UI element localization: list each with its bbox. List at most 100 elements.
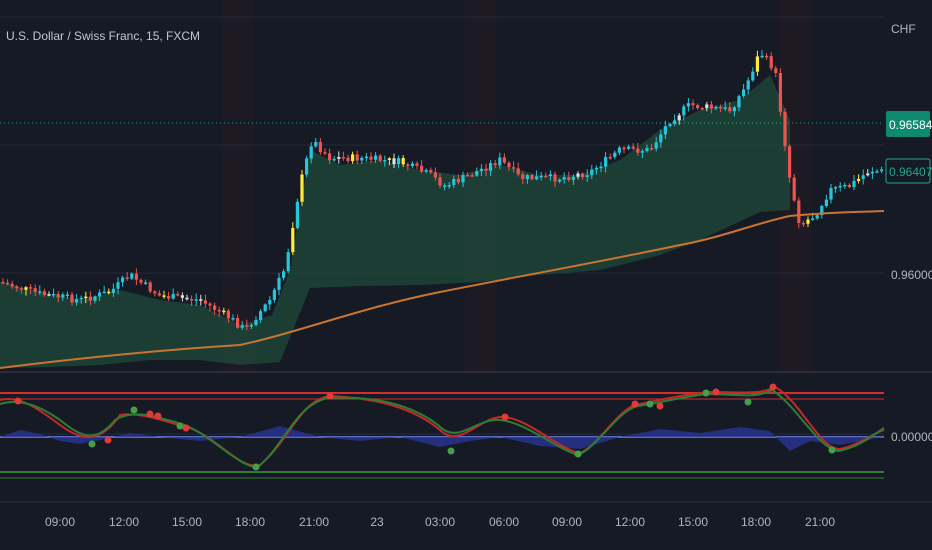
candle-body [337,157,341,159]
oscillator-dots [14,383,836,471]
candle-body [236,318,240,328]
time-tick-label: 12:00 [109,515,139,529]
candle-body [93,296,97,301]
candle-body [98,292,102,297]
candle-body [535,176,539,180]
candle-body [249,324,253,327]
candle-body [429,170,433,173]
candle-body [576,173,580,177]
candle-body [387,158,391,160]
candle-body [171,293,175,299]
candle-body [111,288,115,294]
candle-body [590,169,594,176]
candle-body [654,142,658,149]
candle-body [139,279,143,283]
candle-body [608,156,612,159]
currency-label: CHF [891,22,916,36]
candle-body [102,291,106,294]
candle-body [466,174,470,177]
candle-body [567,177,571,180]
candle-body [19,288,23,290]
candle-body [857,178,861,181]
candle-body [765,55,769,58]
candle-body [70,294,74,303]
candle-body [10,283,14,287]
candle-body [194,299,198,301]
candle-body [438,177,442,186]
candle-body [420,165,424,172]
candle-body [783,111,787,147]
time-tick-label: 18:00 [235,515,265,529]
candle-body [153,291,157,294]
svg-text:0.96584: 0.96584 [889,118,932,132]
candle-body [360,157,364,161]
candle-body [562,177,566,180]
candle-body [723,107,727,109]
svg-text:0.96407: 0.96407 [889,165,932,179]
candle-body [728,107,732,112]
candle-body [673,120,677,124]
candle-body [691,103,695,106]
candle-body [162,295,166,297]
candle-body [401,158,405,165]
candle-body [548,174,552,177]
candle-body [475,171,479,176]
last-price-badge: 0.96584 [886,111,932,137]
candle-body [1,282,5,284]
candle-body [751,71,755,81]
oscillator-histogram [0,426,884,451]
candle-body [746,80,750,90]
candle-body [79,297,83,300]
candle-body [461,174,465,183]
time-tick-label: 21:00 [299,515,329,529]
candle-body [38,291,42,293]
candle-body [263,304,267,312]
candle-body [709,104,713,109]
candle-body [277,277,281,290]
candle-body [650,147,654,150]
candle-body [613,152,617,157]
candle-body [447,185,451,187]
candle-body [553,174,557,182]
candle-body [774,68,778,73]
candle-body [199,299,203,301]
candle-body [328,153,332,161]
time-tick-label: 21:00 [805,515,835,529]
candle-body [88,296,92,301]
time-tick-label: 03:00 [425,515,455,529]
candle-body [636,148,640,153]
candle-body [479,168,483,172]
candle-body [525,175,529,180]
candle-body [75,299,79,303]
candle-body [686,103,690,107]
candle-body [33,288,37,292]
candle-body [341,157,345,159]
cloud-area [0,75,790,368]
candle-body [507,162,511,168]
candle-body [364,156,368,159]
candle-body [305,158,309,175]
candle-body [443,185,447,187]
candle-body [640,151,644,153]
oscillator-pane: 0.00000 [0,383,932,479]
candle-body [42,291,46,296]
candle-body [498,157,502,166]
candle-body [801,222,805,225]
time-tick-label: 09:00 [45,515,75,529]
candle-body [410,163,414,167]
candle-body [870,171,874,174]
candle-body [530,175,534,180]
candle-body [456,178,460,183]
candle-body [847,184,851,188]
candle-body [134,273,138,280]
candle-body [604,156,608,167]
candle-body [792,177,796,201]
candle-body [374,155,378,160]
candle-body [599,166,603,169]
candle-body [208,303,212,306]
time-tick-label: 06:00 [489,515,519,529]
candle-body [838,185,842,188]
candle-body [295,201,299,228]
candle-body [834,187,838,189]
time-tick-label: 23 [370,515,384,529]
